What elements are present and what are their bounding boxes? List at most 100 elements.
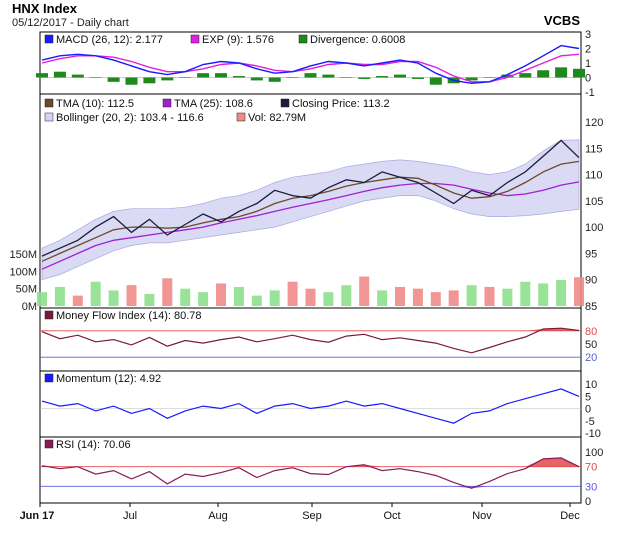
volume-bar xyxy=(54,286,65,306)
divergence-bar xyxy=(519,73,532,78)
divergence-bar xyxy=(250,77,263,81)
divergence-bar xyxy=(268,77,281,82)
brown-square-icon xyxy=(44,98,54,108)
divergence-bar xyxy=(232,76,245,78)
macd-tick-label: 2 xyxy=(585,44,591,56)
volume-tick-label: 150M xyxy=(9,249,37,261)
volume-bar xyxy=(72,295,83,306)
price-legend-row2-1: Vol: 82.79M xyxy=(248,112,306,124)
divergence-bar xyxy=(555,67,568,78)
momentum-tick-label: 0 xyxy=(585,404,591,416)
rsi-tick-label: 100 xyxy=(585,447,603,459)
price-tick-label: 115 xyxy=(585,143,603,155)
rsi-line xyxy=(41,457,580,489)
x-axis-label: Jun 17 xyxy=(20,510,55,522)
volume-bar xyxy=(287,281,298,306)
bollinger-band xyxy=(41,139,580,281)
x-axis-label: Nov xyxy=(472,510,492,522)
price-tick-label: 100 xyxy=(585,222,603,234)
volume-bar xyxy=(144,293,155,306)
macd-legend-0: MACD (26, 12): 2.177 xyxy=(56,34,163,46)
x-axis-label: Jul xyxy=(123,510,137,522)
closing-price-line xyxy=(41,139,580,257)
momentum-tick-label: 10 xyxy=(585,379,597,391)
purple-square-icon xyxy=(162,98,172,108)
volume-bar xyxy=(251,295,262,306)
volume-bar xyxy=(574,277,584,306)
volume-bar xyxy=(216,283,226,306)
divergence-bar xyxy=(53,71,66,78)
price-legend-row1-0: TMA (10): 112.5 xyxy=(56,98,134,110)
divergence-bar xyxy=(394,74,406,78)
divergence-bar xyxy=(215,73,227,78)
volume-bar xyxy=(377,290,388,306)
magenta-square-icon xyxy=(190,34,200,44)
volume-tick-label: 50M xyxy=(16,284,37,296)
volume-bar xyxy=(90,281,101,306)
price-tick-label: 90 xyxy=(585,275,597,287)
divergence-bar xyxy=(161,77,174,81)
price-legend-row1-2: Closing Price: 113.2 xyxy=(292,98,390,110)
price-legend-row1-1: TMA (25): 108.6 xyxy=(174,98,253,110)
volume-bar xyxy=(233,286,244,306)
volume-bar xyxy=(448,290,459,306)
macd-legend-1: EXP (9): 1.576 xyxy=(202,34,274,46)
momentum-tick-label: 5 xyxy=(585,391,591,403)
volume-bar xyxy=(126,285,137,306)
divergence-bar xyxy=(411,77,424,79)
plum-square-icon xyxy=(44,439,54,449)
macd-tick-label: 1 xyxy=(585,58,591,70)
volume-bar xyxy=(538,283,549,306)
volume-tick-label: 100M xyxy=(9,266,37,278)
divergence-bar xyxy=(36,73,48,78)
price-tick-label: 85 xyxy=(585,301,597,313)
pink-square-icon xyxy=(236,112,246,122)
volume-bar xyxy=(466,285,477,306)
macd-tick-label: 3 xyxy=(585,29,591,41)
price-legend-row2-0: Bollinger (20, 2): 103.4 - 116.6 xyxy=(56,112,204,124)
divergence-bar xyxy=(537,70,550,78)
blue-square-icon xyxy=(44,34,54,44)
x-axis-label: Oct xyxy=(383,510,400,522)
divergence-bar xyxy=(197,73,210,78)
volume-bar xyxy=(37,292,47,306)
divergence-bar xyxy=(465,77,478,81)
mfi-tick-label: 80 xyxy=(585,326,597,338)
rsi-tick-label: 30 xyxy=(585,481,597,493)
rsi-panel xyxy=(39,436,582,504)
volume-bar xyxy=(269,290,280,306)
x-axis-label: Sep xyxy=(302,510,322,522)
volume-bar xyxy=(341,285,352,306)
mfi-tick-label: 50 xyxy=(585,339,597,351)
momentum-legend-0: Momentum (12): 4.92 xyxy=(56,373,161,385)
volume-bar xyxy=(359,276,370,306)
tma10-line xyxy=(41,160,580,262)
divergence-bar xyxy=(340,77,353,78)
momentum-line xyxy=(41,388,580,424)
volume-bar xyxy=(520,281,531,306)
mfi-line xyxy=(41,327,580,354)
x-axis-label: Dec xyxy=(560,510,580,522)
macd-tick-label: -1 xyxy=(585,87,595,99)
lavender-square-icon xyxy=(44,112,54,122)
mfi-legend-0: Money Flow Index (14): 80.78 xyxy=(56,310,202,322)
volume-bar xyxy=(305,288,316,306)
macd-legend-2: Divergence: 0.6008 xyxy=(310,34,405,46)
price-tick-label: 105 xyxy=(585,196,603,208)
price-tick-label: 120 xyxy=(585,117,603,129)
volume-bar xyxy=(108,290,119,306)
momentum-tick-label: -10 xyxy=(585,428,601,440)
divergence-bar xyxy=(107,77,120,82)
divergence-bar xyxy=(125,77,138,85)
rsi-legend-0: RSI (14): 70.06 xyxy=(56,439,131,451)
rsi-oversold-fill xyxy=(42,486,579,489)
green-square-icon xyxy=(298,34,308,44)
divergence-bar xyxy=(143,77,156,84)
divergence-bar xyxy=(573,68,585,78)
brand-label: VCBS xyxy=(543,13,580,28)
price-tick-label: 95 xyxy=(585,248,597,260)
divergence-bar xyxy=(429,77,442,85)
macd-tick-label: 0 xyxy=(585,73,591,85)
divergence-bar xyxy=(304,73,317,78)
